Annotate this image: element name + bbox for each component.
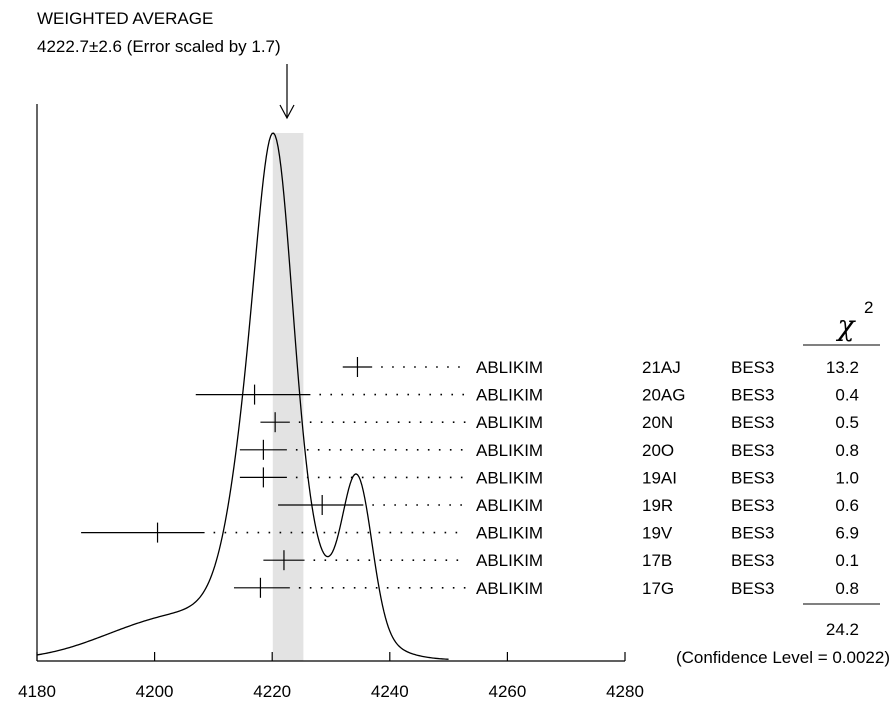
- reference-label: 19V: [642, 524, 673, 543]
- experiment-label: BES3: [731, 413, 774, 432]
- reference-label: 19AI: [642, 468, 677, 487]
- experiment-label: BES3: [731, 551, 774, 570]
- author-label: ABLIKIM: [476, 358, 543, 377]
- reference-label: 20AG: [642, 386, 685, 405]
- reference-label: 17B: [642, 551, 672, 570]
- measurement-row-19V: ABLIKIM 19V BES3 6.9: [81, 522, 859, 543]
- reference-label: 21AJ: [642, 358, 681, 377]
- x-tick-label-4240: 4240: [371, 682, 409, 701]
- x-tick-label-4280: 4280: [606, 682, 644, 701]
- author-label: ABLIKIM: [476, 441, 543, 460]
- author-label: ABLIKIM: [476, 496, 543, 515]
- reference-label: 19R: [642, 496, 673, 515]
- chi2-value: 6.9: [835, 524, 859, 543]
- measurement-row-19R: ABLIKIM 19R BES3 0.6: [278, 495, 859, 515]
- reference-label: 17G: [642, 579, 674, 598]
- author-label: ABLIKIM: [476, 468, 543, 487]
- ideogram-curve: [36, 132, 449, 660]
- chi2-total: 24.2: [826, 620, 859, 639]
- chi2-value: 0.5: [835, 413, 859, 432]
- measurement-row-20O: ABLIKIM 20O BES3 0.8: [239, 439, 859, 460]
- measurement-row-19AI: ABLIKIM 19AI BES3 1.0: [239, 467, 859, 488]
- measurement-row-20AG: ABLIKIM 20AG BES3 0.4: [195, 384, 859, 405]
- chart-subtitle: 4222.7±2.6 (Error scaled by 1.7): [37, 37, 281, 56]
- experiment-label: BES3: [731, 441, 774, 460]
- experiment-label: BES3: [731, 579, 774, 598]
- measurement-row-21AJ: ABLIKIM 21AJ BES3 13.2: [342, 357, 859, 377]
- x-axis-ticks: [36, 652, 626, 661]
- x-tick-label-4180: 4180: [18, 682, 56, 701]
- average-arrow: [279, 64, 295, 120]
- chi2-value: 0.8: [835, 579, 859, 598]
- x-tick-label-4200: 4200: [136, 682, 174, 701]
- reference-label: 20N: [642, 413, 673, 432]
- chi2-value: 1.0: [835, 468, 859, 487]
- chi2-value: 13.2: [826, 358, 859, 377]
- author-label: ABLIKIM: [476, 524, 543, 543]
- x-tick-label-4220: 4220: [253, 682, 291, 701]
- experiment-label: BES3: [731, 468, 774, 487]
- chi2-value: 0.6: [835, 496, 859, 515]
- measurement-row-20N: ABLIKIM 20N BES3 0.5: [260, 412, 859, 433]
- experiment-label: BES3: [731, 358, 774, 377]
- chi2-value: 0.8: [835, 441, 859, 460]
- chi2-superscript: 2: [864, 298, 873, 317]
- confidence-level: (Confidence Level = 0.0022): [676, 648, 890, 667]
- reference-label: 20O: [642, 441, 674, 460]
- chi2-value: 0.1: [835, 551, 859, 570]
- chart-title: WEIGHTED AVERAGE: [37, 9, 213, 28]
- chi2-value: 0.4: [835, 386, 859, 405]
- author-label: ABLIKIM: [476, 579, 543, 598]
- average-band: [272, 133, 304, 661]
- experiment-label: BES3: [731, 496, 774, 515]
- x-axis-tick-labels: 4180 4200 4220 4240 4260 4280: [18, 682, 644, 701]
- x-tick-label-4260: 4260: [488, 682, 526, 701]
- chi2-header: χ 2: [803, 298, 880, 346]
- author-label: ABLIKIM: [476, 413, 543, 432]
- measurement-row-17B: ABLIKIM 17B BES3 0.1: [263, 550, 859, 571]
- author-label: ABLIKIM: [476, 386, 543, 405]
- experiment-label: BES3: [731, 524, 774, 543]
- measurement-row-17G: ABLIKIM 17G BES3 0.8: [233, 577, 859, 598]
- experiment-label: BES3: [731, 386, 774, 405]
- chi2-symbol: χ: [836, 309, 857, 342]
- author-label: ABLIKIM: [476, 551, 543, 570]
